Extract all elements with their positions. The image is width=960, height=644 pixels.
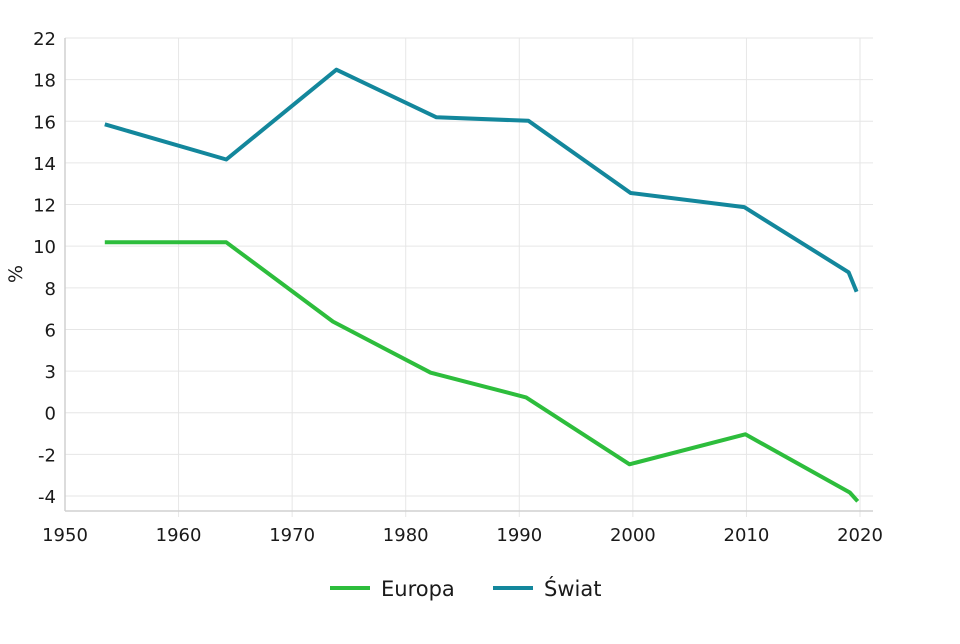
series-lines: [104, 67, 860, 503]
legend-label: Europa: [381, 577, 455, 601]
x-tick-label: 1970: [269, 525, 315, 546]
x-tick-label: 1990: [496, 525, 542, 546]
legend: Europa Świat: [330, 576, 601, 601]
series-line-europa: [104, 240, 860, 503]
x-axis: 1950 1960 1970 1980 1990 2000 2010 2020: [42, 525, 883, 546]
y-tick-label: 12: [33, 196, 56, 217]
y-tick-label: 18: [33, 71, 56, 92]
y-tick-label: -2: [38, 445, 56, 466]
x-tick-label: 1960: [156, 525, 202, 546]
x-tick-label: 1950: [42, 525, 88, 546]
x-tick-label: 2010: [724, 525, 770, 546]
y-tick-label: 22: [33, 29, 56, 50]
x-tick-label: 2020: [837, 525, 883, 546]
y-axis: -4 -2 0 3 6 8 10 12 14 16 18 22: [33, 29, 56, 508]
y-axis-label: %: [5, 265, 27, 283]
y-tick-label: 16: [33, 112, 56, 133]
x-tick-label: 2000: [610, 525, 656, 546]
series-line-swiat: [104, 67, 859, 293]
y-tick-label: -4: [38, 487, 56, 508]
y-tick-label: 8: [45, 279, 56, 300]
y-tick-label: 0: [45, 404, 56, 425]
y-tick-label: 10: [33, 237, 56, 258]
grid: [64, 37, 873, 517]
legend-label: Świat: [544, 576, 601, 601]
y-tick-label: 3: [45, 362, 56, 383]
x-tick-label: 1980: [383, 525, 429, 546]
y-tick-label: 6: [45, 320, 56, 341]
y-tick-label: 14: [33, 154, 56, 175]
